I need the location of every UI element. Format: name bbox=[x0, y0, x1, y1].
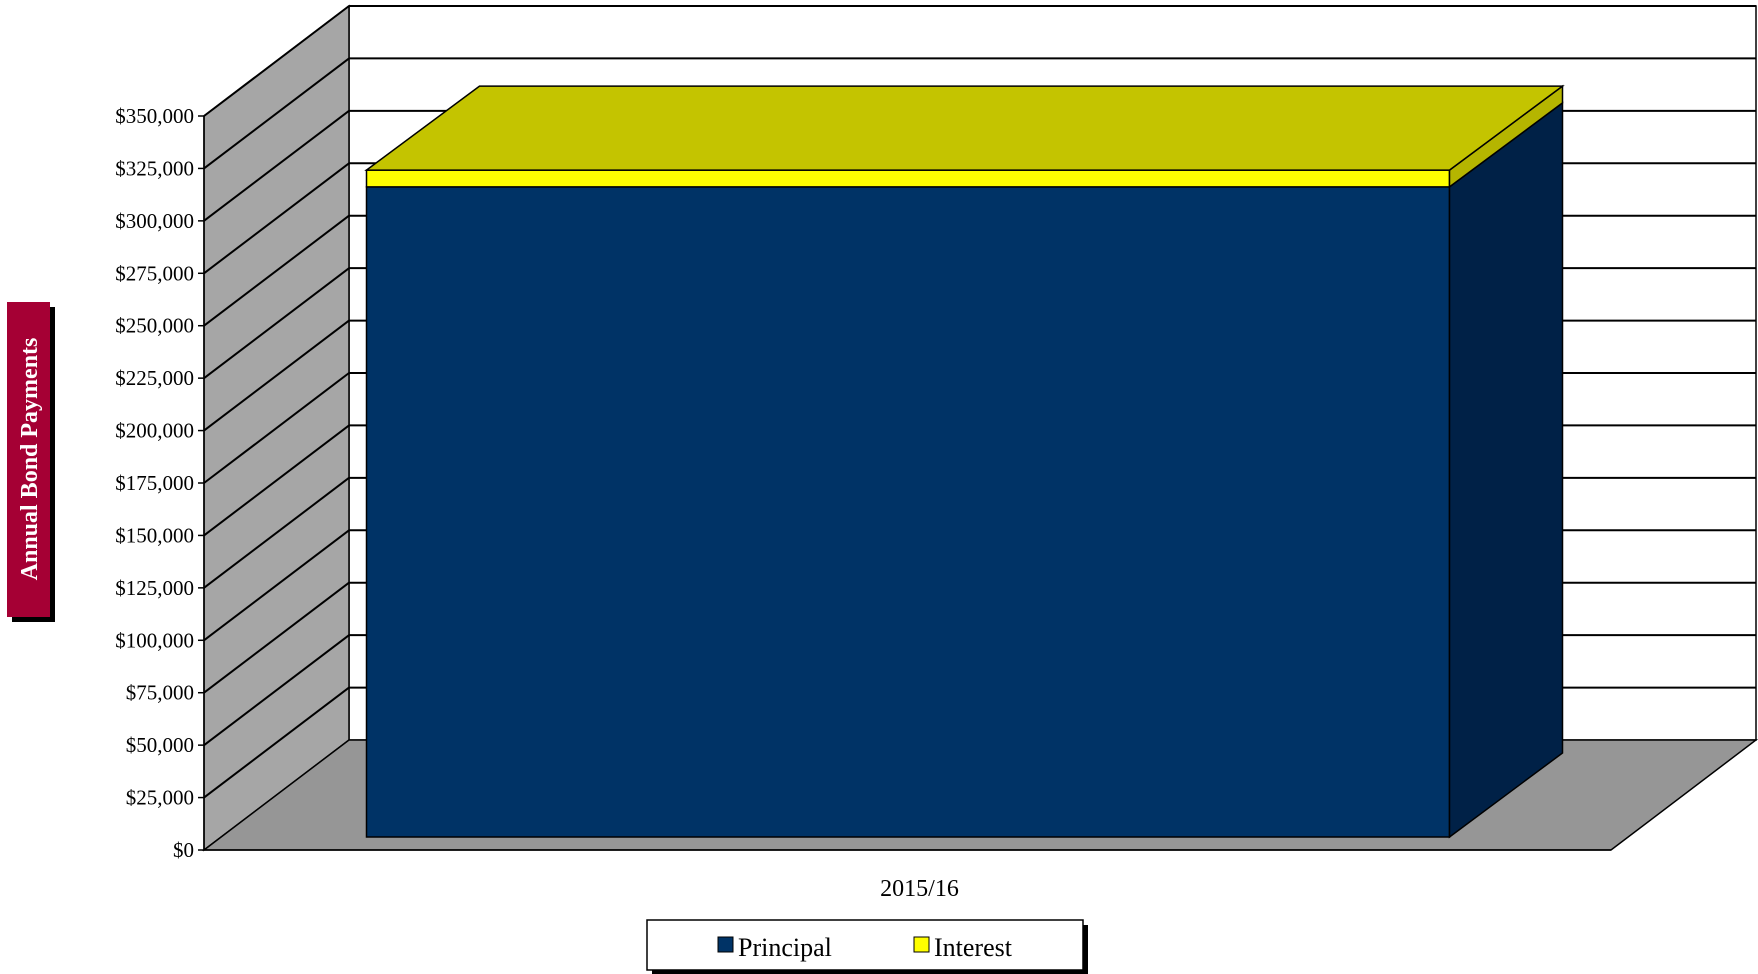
side-gridline bbox=[203, 214, 350, 327]
side-gridline bbox=[203, 686, 350, 799]
y-tick-label: $175,000 bbox=[115, 471, 194, 495]
side-gridline bbox=[203, 267, 350, 379]
side-gridline bbox=[203, 581, 350, 694]
y-tick-label: $25,000 bbox=[126, 786, 194, 810]
side-gridline bbox=[203, 424, 350, 537]
y-axis-ticks: $0 $25,000 $50,000 $75,000 $100,000 $125,000 $… bbox=[115, 104, 1611, 862]
legend-label-interest: Interest bbox=[934, 933, 1013, 962]
bars bbox=[364, 84, 1565, 839]
side-gridline bbox=[203, 57, 350, 170]
y-axis-title: Annual Bond Payments bbox=[7, 302, 55, 622]
y-axis-title-box bbox=[7, 302, 50, 617]
legend-swatch-interest bbox=[913, 936, 930, 953]
legend: Principal Interest bbox=[646, 919, 1088, 974]
y-tick-label: $300,000 bbox=[115, 209, 194, 233]
y-tick-label: $100,000 bbox=[115, 628, 194, 652]
legend-swatch-principal bbox=[717, 936, 734, 953]
side-gridline bbox=[203, 319, 350, 432]
bar-front-principal bbox=[365, 186, 1451, 838]
y-tick-label: $75,000 bbox=[126, 681, 194, 705]
y-tick-label: $150,000 bbox=[115, 523, 194, 547]
x-axis-ticks: 2015/16 bbox=[880, 876, 959, 902]
side-gridline bbox=[203, 529, 350, 642]
y-tick-label: $125,000 bbox=[115, 576, 194, 600]
y-tick-label: $225,000 bbox=[115, 366, 194, 390]
y-tick-label: $250,000 bbox=[115, 314, 194, 338]
side-gridline bbox=[203, 372, 350, 484]
y-tick-label: $200,000 bbox=[115, 419, 194, 443]
side-gridline bbox=[203, 477, 350, 589]
x-tick-label: 2015/16 bbox=[880, 876, 959, 902]
bar-side-principal bbox=[1448, 101, 1564, 839]
legend-label-principal: Principal bbox=[738, 933, 832, 962]
y-axis-title-text: Annual Bond Payments bbox=[17, 338, 43, 581]
legend-box bbox=[646, 919, 1084, 971]
side-gridline bbox=[203, 5, 350, 117]
side-gridline bbox=[203, 162, 350, 275]
bar-top-interest bbox=[364, 85, 1565, 171]
y-tick-label: $275,000 bbox=[115, 261, 194, 285]
bar-front-interest bbox=[365, 169, 1451, 188]
y-tick-label: $325,000 bbox=[115, 156, 194, 180]
y-tick-label: $0 bbox=[173, 838, 194, 862]
side-gridline bbox=[203, 634, 350, 746]
side-gridline bbox=[203, 110, 350, 222]
y-tick-label: $50,000 bbox=[126, 733, 194, 757]
y-tick-label: $350,000 bbox=[115, 104, 194, 128]
